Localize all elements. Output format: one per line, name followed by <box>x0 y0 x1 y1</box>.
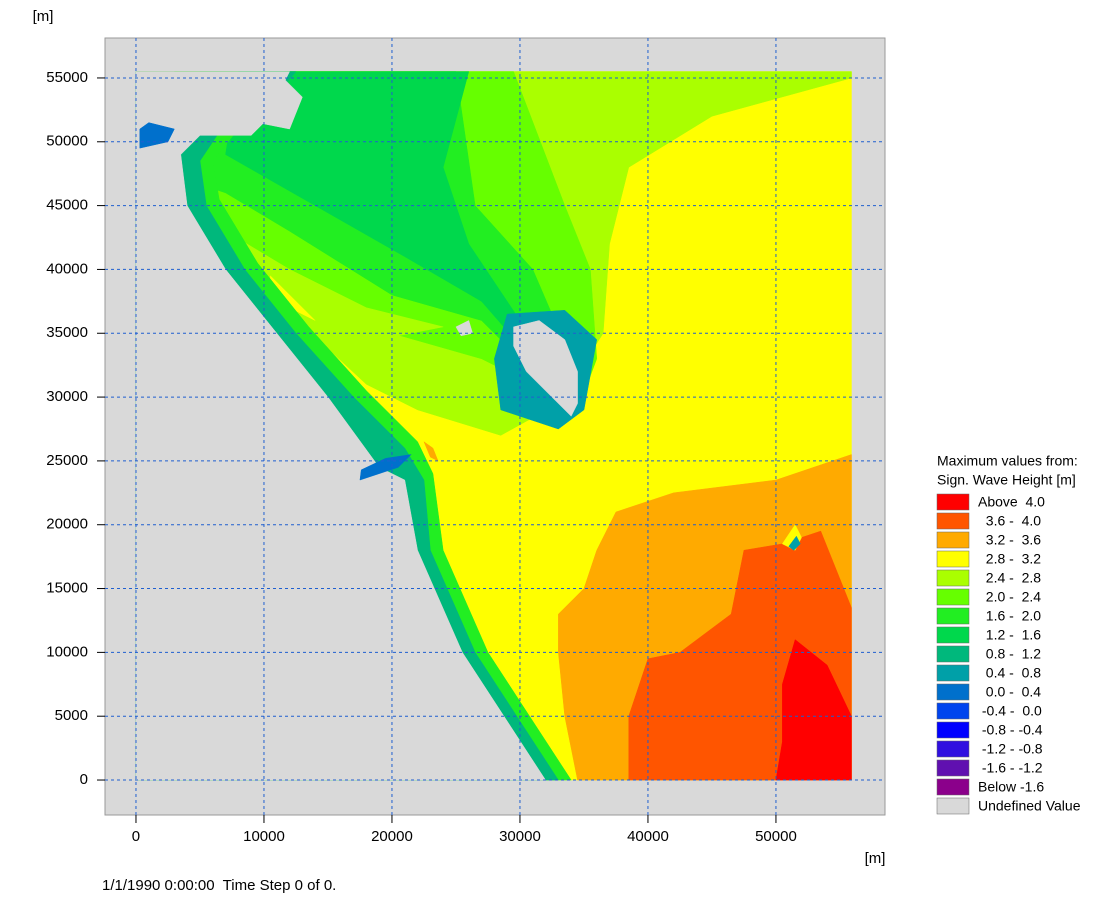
legend-title: Maximum values from: <box>937 453 1078 469</box>
legend-swatch <box>936 721 970 739</box>
legend-swatch <box>936 588 970 606</box>
legend-label: 0.0 - 0.4 <box>978 684 1041 700</box>
legend-label: Above 4.0 <box>978 494 1045 510</box>
legend-label: Below -1.6 <box>978 779 1044 795</box>
legend-swatch <box>936 664 970 682</box>
legend-swatch <box>936 512 970 530</box>
y-tick-label: 40000 <box>46 260 88 277</box>
legend-swatch <box>936 740 970 758</box>
legend-swatch <box>936 797 970 815</box>
y-tick-label: 0 <box>80 771 88 788</box>
legend-label: 3.2 - 3.6 <box>978 532 1041 548</box>
legend-swatch <box>936 702 970 720</box>
legend-label: -0.8 - -0.4 <box>978 722 1043 738</box>
contour-region <box>359 454 412 481</box>
legend-label: 1.2 - 1.6 <box>978 627 1041 643</box>
legend-label: Undefined Value <box>978 798 1081 814</box>
y-tick-label: 45000 <box>46 197 88 214</box>
legend-swatch <box>936 493 970 511</box>
contour-field <box>135 71 852 781</box>
legend-label: 2.0 - 2.4 <box>978 589 1041 605</box>
y-axis-label: [m] <box>33 8 54 25</box>
y-tick-label: 5000 <box>55 707 88 724</box>
y-tick-label: 30000 <box>46 388 88 405</box>
x-tick-label: 50000 <box>755 828 797 845</box>
x-tick-label: 0 <box>132 828 140 845</box>
grid <box>105 38 885 815</box>
contour-region <box>423 441 439 462</box>
y-tick-label: 55000 <box>46 69 88 86</box>
legend-title: Sign. Wave Height [m] <box>937 472 1076 488</box>
y-tick-label: 50000 <box>46 133 88 150</box>
legend-label: 0.4 - 0.8 <box>978 665 1041 681</box>
legend-label: -1.6 - -1.2 <box>978 760 1043 776</box>
contour-region <box>257 77 303 130</box>
legend-swatch <box>936 683 970 701</box>
legend-label: -1.2 - -0.8 <box>978 741 1043 757</box>
legend-label: 2.4 - 2.8 <box>978 570 1041 586</box>
legend-swatch <box>936 531 970 549</box>
x-tick-label: 40000 <box>627 828 669 845</box>
y-tick-label: 10000 <box>46 643 88 660</box>
y-tick-label: 20000 <box>46 516 88 533</box>
x-tick-label: 30000 <box>499 828 541 845</box>
x-axis-label: [m] <box>865 850 886 867</box>
legend-swatch <box>936 569 970 587</box>
legend-swatch <box>936 778 970 796</box>
contour-region <box>775 639 852 781</box>
legend-swatch <box>936 607 970 625</box>
footer: 1/1/1990 0:00:00 Time Step 0 of 0. <box>102 877 336 894</box>
legend-swatch <box>936 645 970 663</box>
x-tick-label: 20000 <box>371 828 413 845</box>
y-tick-label: 15000 <box>46 580 88 597</box>
y-tick-label: 35000 <box>46 324 88 341</box>
legend-swatch <box>936 550 970 568</box>
contour-region <box>788 535 801 551</box>
legend-label: -0.4 - 0.0 <box>978 703 1042 719</box>
x-tick-label: 10000 <box>243 828 285 845</box>
legend-swatch <box>936 759 970 777</box>
y-tick-label: 25000 <box>46 452 88 469</box>
legend-label: 0.8 - 1.2 <box>978 646 1041 662</box>
legend-label: 1.6 - 2.0 <box>978 608 1041 624</box>
legend-label: 3.6 - 4.0 <box>978 513 1041 529</box>
legend-label: 2.8 - 3.2 <box>978 551 1041 567</box>
legend-swatch <box>936 626 970 644</box>
